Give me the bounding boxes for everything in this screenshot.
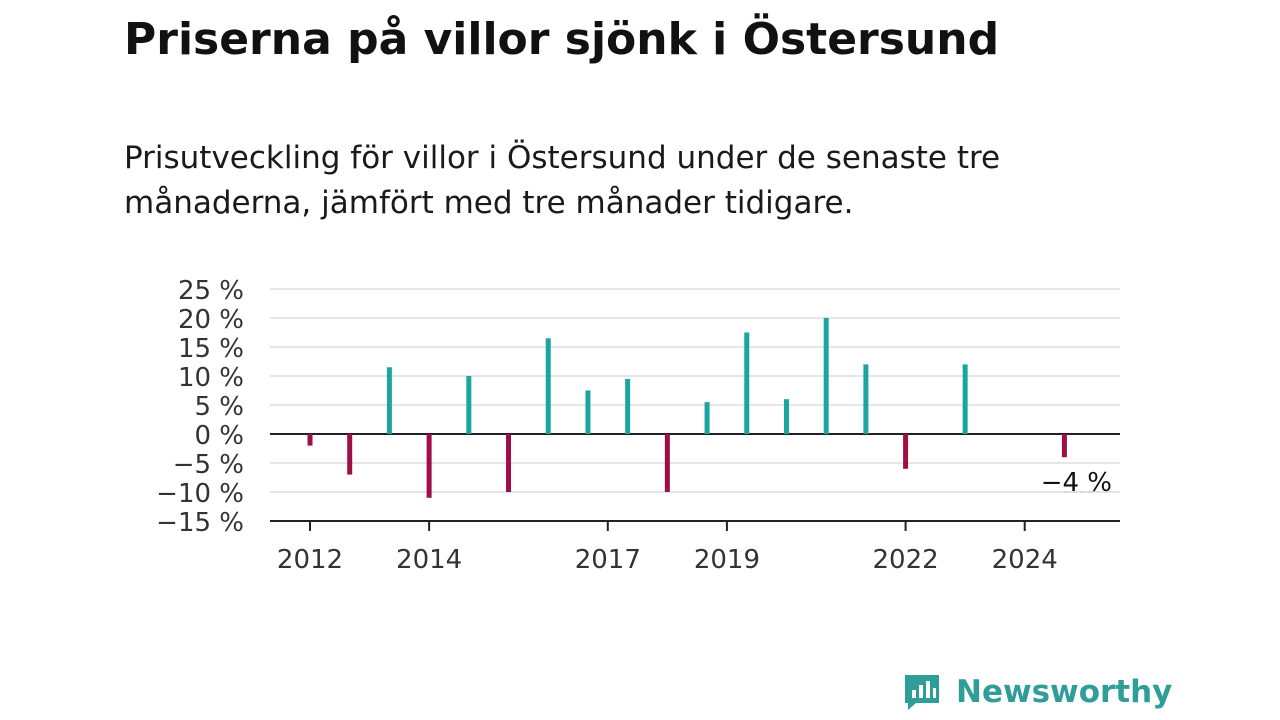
chart-bar [664, 434, 670, 492]
bars [307, 318, 1067, 498]
annotations: −4 % [1041, 468, 1112, 498]
chart-bar [307, 434, 313, 446]
y-tick-label: 20 % [178, 305, 244, 335]
y-tick-label: 10 % [178, 363, 244, 393]
chart-bar [585, 390, 591, 434]
x-tick-label: 2022 [873, 545, 939, 575]
y-tick-label: 0 % [194, 421, 244, 451]
x-tick-label: 2019 [694, 545, 760, 575]
x-tick-label: 2014 [396, 545, 462, 575]
chart-bar [347, 434, 353, 475]
chart-bar [466, 376, 472, 434]
x-tick-label: 2024 [992, 545, 1058, 575]
chart-bar [386, 367, 392, 434]
y-tick-label: −5 % [173, 450, 244, 480]
chart-bar [426, 434, 432, 498]
chart-bar [704, 402, 710, 434]
chart-bar [783, 399, 789, 434]
y-tick-label: 5 % [194, 392, 244, 422]
chart-bar [863, 364, 869, 434]
x-tick-label: 2012 [277, 545, 343, 575]
chart-title: Priserna på villor sjönk i Östersund [124, 14, 1000, 65]
y-tick-label: 15 % [178, 334, 244, 364]
x-tick-label: 2017 [575, 545, 641, 575]
chart-bar [823, 318, 829, 434]
newsworthy-logo-icon [905, 675, 939, 710]
chart-bar [1061, 434, 1067, 458]
chart-subtitle: Prisutveckling för villor i Östersund un… [124, 140, 1001, 221]
y-tick-label: −10 % [156, 479, 244, 509]
y-tick-label: 25 % [178, 276, 244, 306]
chart-bar [506, 434, 512, 492]
chart-bar [962, 364, 968, 434]
chart-bar [744, 332, 750, 434]
last-value-label: −4 % [1041, 468, 1112, 498]
chart-bar [625, 378, 631, 434]
x-axis: 2012 2014 2017 2019 2022 2024 [270, 520, 1120, 575]
y-axis-ticks: 25 %20 %15 %10 %5 %0 %−5 %−10 %−15 % [156, 276, 244, 538]
chart-bar [545, 338, 551, 434]
gridlines [270, 288, 1120, 522]
brand: Newsworthy [902, 668, 1172, 716]
y-tick-label: −15 % [156, 508, 244, 538]
chart-bar [903, 434, 909, 469]
brand-name: Newsworthy [956, 674, 1173, 710]
